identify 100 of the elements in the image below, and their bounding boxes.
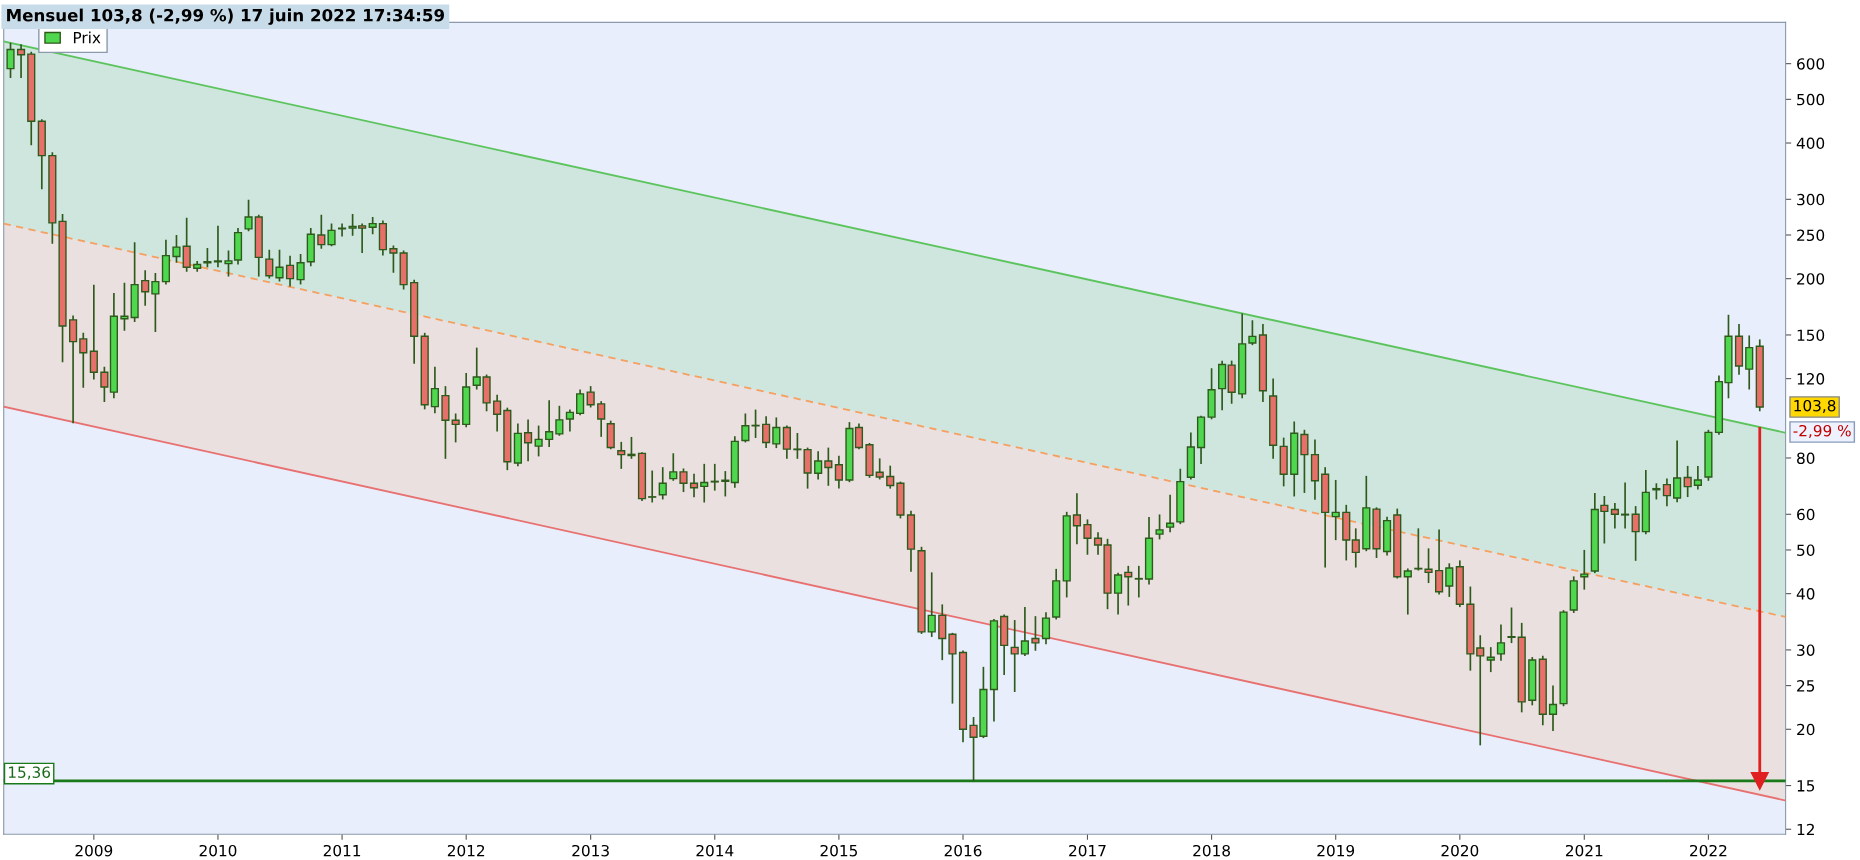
candlestick	[1486, 647, 1495, 673]
candlestick	[16, 44, 26, 79]
candlestick	[803, 447, 812, 489]
candlestick	[451, 413, 460, 443]
candlestick	[151, 272, 160, 332]
candlestick	[327, 223, 336, 247]
candlestick	[555, 405, 564, 436]
candlestick	[1548, 685, 1558, 732]
candlestick	[1662, 478, 1672, 507]
candlestick	[430, 366, 440, 414]
candlestick	[669, 453, 678, 481]
candlestick	[762, 416, 771, 449]
candlestick	[1434, 529, 1444, 595]
candlestick	[1507, 607, 1516, 644]
candlestick	[1134, 565, 1143, 598]
candlestick	[1351, 528, 1360, 568]
candlestick	[938, 604, 947, 661]
candlestick	[606, 420, 615, 450]
candlestick	[814, 451, 823, 480]
candlestick	[1631, 506, 1640, 561]
candlestick	[275, 249, 284, 282]
ref-line-label: 15,36	[8, 766, 51, 780]
candlestick	[586, 386, 595, 408]
candlestick	[627, 436, 636, 459]
candlestick	[244, 199, 253, 232]
y-tick-label: 400	[1796, 137, 1825, 150]
candlestick	[700, 463, 709, 503]
x-tick-label: 2021	[1565, 844, 1603, 857]
candlestick	[100, 366, 109, 402]
candlestick	[1403, 568, 1412, 615]
candlestick	[182, 217, 191, 272]
candlestick	[1496, 624, 1506, 661]
y-tick-label: 120	[1797, 373, 1825, 385]
candlestick	[545, 400, 554, 447]
candlestick	[1445, 563, 1454, 597]
candlestick	[565, 409, 575, 432]
candlestick	[1155, 514, 1164, 540]
candlestick	[285, 255, 295, 287]
candlestick	[523, 419, 533, 462]
y-tick-label: 200	[1797, 273, 1825, 285]
candlestick	[1683, 465, 1692, 498]
candlestick	[1010, 620, 1019, 693]
x-tick-label: 2015	[820, 844, 857, 857]
candlestick	[1031, 616, 1040, 651]
candlestick	[120, 282, 129, 331]
legend-label: Prix	[73, 31, 101, 44]
candlestick	[1300, 429, 1309, 493]
x-tick-label: 2017	[1069, 844, 1106, 857]
candlestick	[1166, 494, 1175, 533]
y-tick-label: 300	[1797, 193, 1825, 206]
candlestick	[1610, 502, 1619, 529]
candlestick	[927, 572, 936, 637]
candlestick	[793, 433, 802, 459]
candlestick	[472, 347, 481, 390]
candlestick	[1083, 519, 1092, 555]
y-tick-label: 25	[1797, 680, 1815, 692]
candlestick	[576, 389, 585, 416]
candlestick	[1041, 612, 1051, 645]
candlestick	[265, 249, 274, 279]
y-tick-label: 50	[1797, 544, 1815, 556]
candlestick	[741, 413, 750, 443]
candlestick	[1693, 465, 1702, 490]
y-tick-label: 500	[1797, 93, 1825, 106]
candlestick	[1072, 493, 1082, 545]
candlestick	[317, 214, 326, 249]
candlestick	[1745, 335, 1754, 390]
candlestick	[493, 394, 502, 432]
candlestick	[172, 234, 181, 263]
x-tick-label: 2011	[323, 844, 361, 857]
candlestick	[1620, 482, 1630, 529]
candlestick	[875, 458, 884, 480]
candlestick	[648, 470, 657, 503]
candlestick	[1673, 440, 1682, 503]
x-tick-label: 2016	[944, 844, 982, 857]
x-tick-label: 2012	[447, 844, 485, 857]
candlestick	[1113, 572, 1123, 615]
candlestick	[886, 465, 895, 489]
candlestick	[824, 447, 833, 486]
candlestick	[782, 425, 791, 459]
x-tick-label: 2018	[1193, 844, 1230, 857]
x-tick-label: 2014	[696, 844, 734, 857]
y-tick-label: 150	[1797, 329, 1825, 341]
x-tick-label: 2013	[572, 844, 609, 857]
candlestick	[1424, 548, 1433, 584]
candlestick	[597, 401, 606, 437]
y-tick-label: 80	[1797, 452, 1815, 464]
candlestick	[710, 463, 719, 491]
y-tick-label: 30	[1797, 644, 1815, 656]
candlestick	[1248, 320, 1257, 346]
candlestick	[1580, 549, 1589, 590]
candlestick	[368, 216, 377, 235]
x-tick-label: 2010	[199, 844, 237, 857]
candlestick	[658, 467, 667, 500]
candlestick	[213, 225, 223, 268]
candlestick	[1476, 635, 1485, 746]
candlestick	[679, 468, 688, 493]
candlestick	[141, 270, 150, 306]
x-tick-label: 2019	[1317, 844, 1355, 857]
y-tick-label: 20	[1797, 723, 1815, 736]
y-tick-label: 250	[1797, 229, 1825, 242]
